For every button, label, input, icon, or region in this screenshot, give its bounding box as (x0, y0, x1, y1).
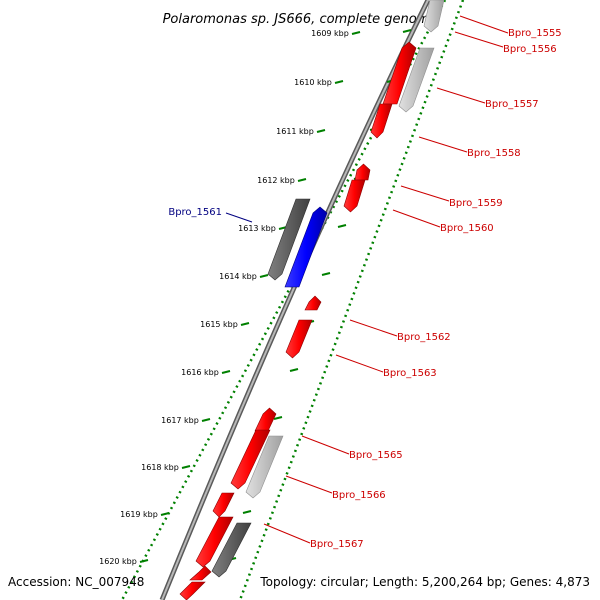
gene-glyph-1555[interactable] (423, 0, 445, 33)
kbp-tick-label: 1610 kbp (294, 78, 332, 87)
inner-tick-mark (334, 80, 344, 84)
gene-glyph-dark-1[interactable] (267, 198, 311, 281)
genome-summary-text: Topology: circular; Length: 5,200,264 bp… (259, 575, 590, 589)
inner-tick-mark (297, 178, 307, 182)
gene-label-bpro-1557[interactable]: Bpro_1557 (485, 99, 539, 110)
gene-callout-line (263, 523, 311, 544)
kbp-tick-label: 1615 kbp (200, 320, 238, 329)
inner-tick-mark (240, 322, 250, 326)
outer-tick-mark (289, 368, 299, 372)
gene-glyph-1563[interactable] (285, 319, 313, 359)
gene-label-bpro-1563[interactable]: Bpro_1563 (383, 368, 437, 379)
gene-callout-line (436, 87, 486, 104)
kbp-tick-label: 1612 kbp (257, 176, 295, 185)
gene-glyphs (179, 0, 445, 600)
gene-glyph-dark-2[interactable] (211, 522, 252, 578)
gene-label-bpro-1561[interactable]: Bpro_1561 (168, 207, 222, 218)
gene-callout-line (335, 354, 384, 373)
gene-glyph-1564[interactable] (254, 407, 277, 432)
gene-label-bpro-1558[interactable]: Bpro_1558 (467, 148, 521, 159)
gene-glyph-1557[interactable] (398, 47, 435, 113)
gene-callout-line (349, 319, 398, 337)
gene-label-bpro-1556[interactable]: Bpro_1556 (503, 44, 557, 55)
gene-callouts: Bpro_1555 Bpro_1556 Bpro_1557 Bpro_1558 Bpro… (168, 15, 562, 550)
gene-callout-line (285, 475, 333, 494)
gene-callout-line (459, 15, 509, 34)
kbp-tick-label: 1619 kbp (120, 510, 158, 519)
gene-callout-line (301, 435, 350, 455)
inner-tick-mark (316, 129, 326, 133)
gene-glyph-1566[interactable] (245, 435, 284, 499)
gene-glyph-1561[interactable] (284, 206, 328, 288)
gene-glyph-1565[interactable] (230, 429, 271, 490)
gene-glyph-1559[interactable] (354, 163, 371, 181)
kbp-tick-label: 1609 kbp (311, 29, 349, 38)
outer-tick-mark (321, 272, 331, 276)
inner-tick-mark (351, 31, 361, 35)
gene-label-bpro-1559[interactable]: Bpro_1559 (449, 198, 503, 209)
accession-text: Accession: NC_007948 (8, 575, 144, 589)
kbp-tick-label: 1614 kbp (219, 272, 257, 281)
kbp-tick-label: 1616 kbp (181, 368, 219, 377)
outer-tick-track (238, 0, 465, 600)
gene-label-bpro-1555[interactable]: Bpro_1555 (508, 28, 562, 39)
outer-tick-mark (242, 510, 252, 514)
map-title: Polaromonas sp. JS666, complete genome (163, 12, 438, 27)
gene-callout-line (454, 31, 504, 48)
gene-label-bpro-1560[interactable]: Bpro_1560 (440, 223, 494, 234)
gene-glyph-1560[interactable] (343, 179, 366, 213)
outer-tick-mark (273, 416, 283, 420)
kbp-tick-label: 1611 kbp (276, 127, 314, 136)
outer-tick-mark (337, 224, 347, 228)
gene-callout-line (225, 212, 253, 223)
gene-glyph-1562a[interactable] (304, 295, 322, 311)
gene-label-bpro-1562[interactable]: Bpro_1562 (397, 332, 451, 343)
gene-callout-line (400, 185, 450, 202)
inner-tick-mark (160, 512, 170, 516)
kbp-tick-label: 1620 kbp (99, 557, 137, 566)
gene-callout-line (392, 209, 441, 228)
gene-glyph-1556[interactable] (382, 41, 417, 105)
kbp-tick-label: 1617 kbp (161, 416, 199, 425)
inner-tick-mark (259, 274, 269, 278)
gene-label-bpro-1565[interactable]: Bpro_1565 (349, 450, 403, 461)
gene-glyph-1568[interactable] (189, 565, 212, 581)
kbp-tick-label: 1613 kbp (238, 224, 276, 233)
gene-callout-line (418, 136, 468, 153)
gene-glyph-1569[interactable] (179, 581, 206, 600)
gene-glyph-1567[interactable] (195, 516, 234, 568)
inner-tick-mark (201, 418, 211, 422)
gene-label-bpro-1566[interactable]: Bpro_1566 (332, 490, 386, 501)
gene-glyph-1566b[interactable] (212, 492, 235, 518)
outer-tick-mark (402, 29, 412, 33)
inner-tick-mark (139, 559, 149, 563)
inner-tick-mark (181, 465, 191, 469)
inner-tick-mark (221, 370, 231, 374)
gene-label-bpro-1567[interactable]: Bpro_1567 (310, 539, 364, 550)
kbp-tick-label: 1618 kbp (141, 463, 179, 472)
gene-glyph-1558[interactable] (370, 103, 393, 139)
